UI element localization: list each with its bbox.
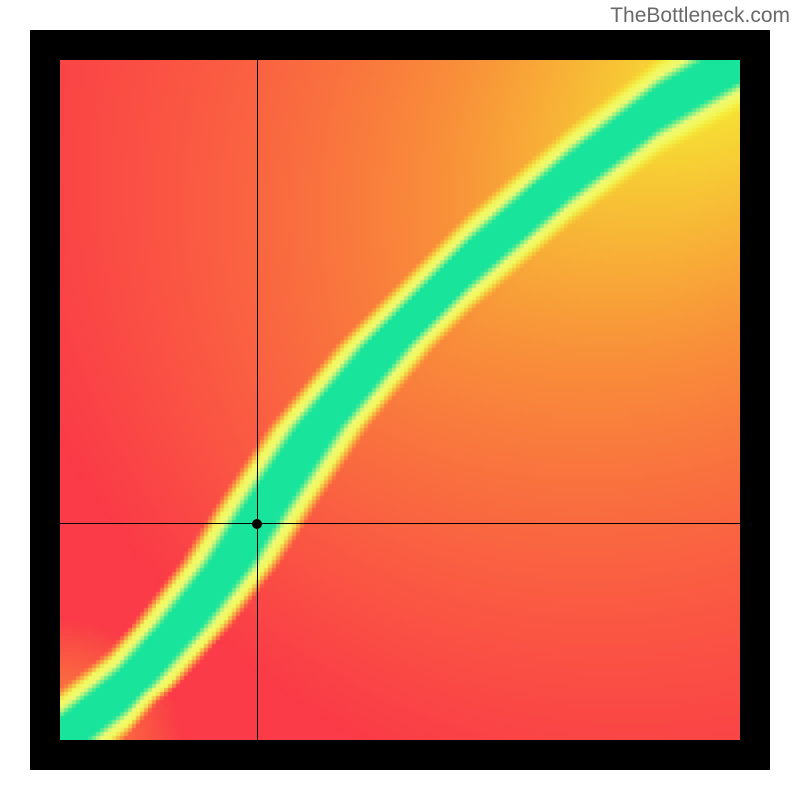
chart-frame	[30, 30, 770, 770]
crosshair-vertical	[257, 60, 258, 740]
watermark-text: TheBottleneck.com	[610, 4, 790, 28]
crosshair-horizontal	[60, 523, 740, 524]
heatmap-canvas	[60, 60, 740, 740]
crosshair-marker	[252, 519, 262, 529]
